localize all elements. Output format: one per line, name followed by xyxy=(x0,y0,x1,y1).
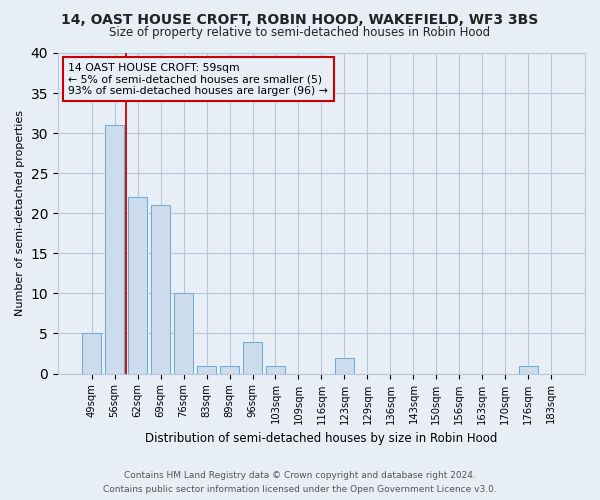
Bar xyxy=(335,358,354,374)
Bar xyxy=(243,342,262,374)
Y-axis label: Number of semi-detached properties: Number of semi-detached properties xyxy=(15,110,25,316)
Text: 14, OAST HOUSE CROFT, ROBIN HOOD, WAKEFIELD, WF3 3BS: 14, OAST HOUSE CROFT, ROBIN HOOD, WAKEFI… xyxy=(61,12,539,26)
Bar xyxy=(220,366,239,374)
Bar xyxy=(174,294,193,374)
Text: Size of property relative to semi-detached houses in Robin Hood: Size of property relative to semi-detach… xyxy=(109,26,491,39)
Bar xyxy=(197,366,217,374)
Bar xyxy=(128,198,148,374)
Bar xyxy=(518,366,538,374)
Text: 14 OAST HOUSE CROFT: 59sqm
← 5% of semi-detached houses are smaller (5)
93% of s: 14 OAST HOUSE CROFT: 59sqm ← 5% of semi-… xyxy=(68,62,328,96)
Bar xyxy=(82,334,101,374)
Text: Contains HM Land Registry data © Crown copyright and database right 2024.
Contai: Contains HM Land Registry data © Crown c… xyxy=(103,472,497,494)
Bar xyxy=(266,366,285,374)
X-axis label: Distribution of semi-detached houses by size in Robin Hood: Distribution of semi-detached houses by … xyxy=(145,432,497,445)
Bar xyxy=(151,206,170,374)
Bar xyxy=(105,125,124,374)
